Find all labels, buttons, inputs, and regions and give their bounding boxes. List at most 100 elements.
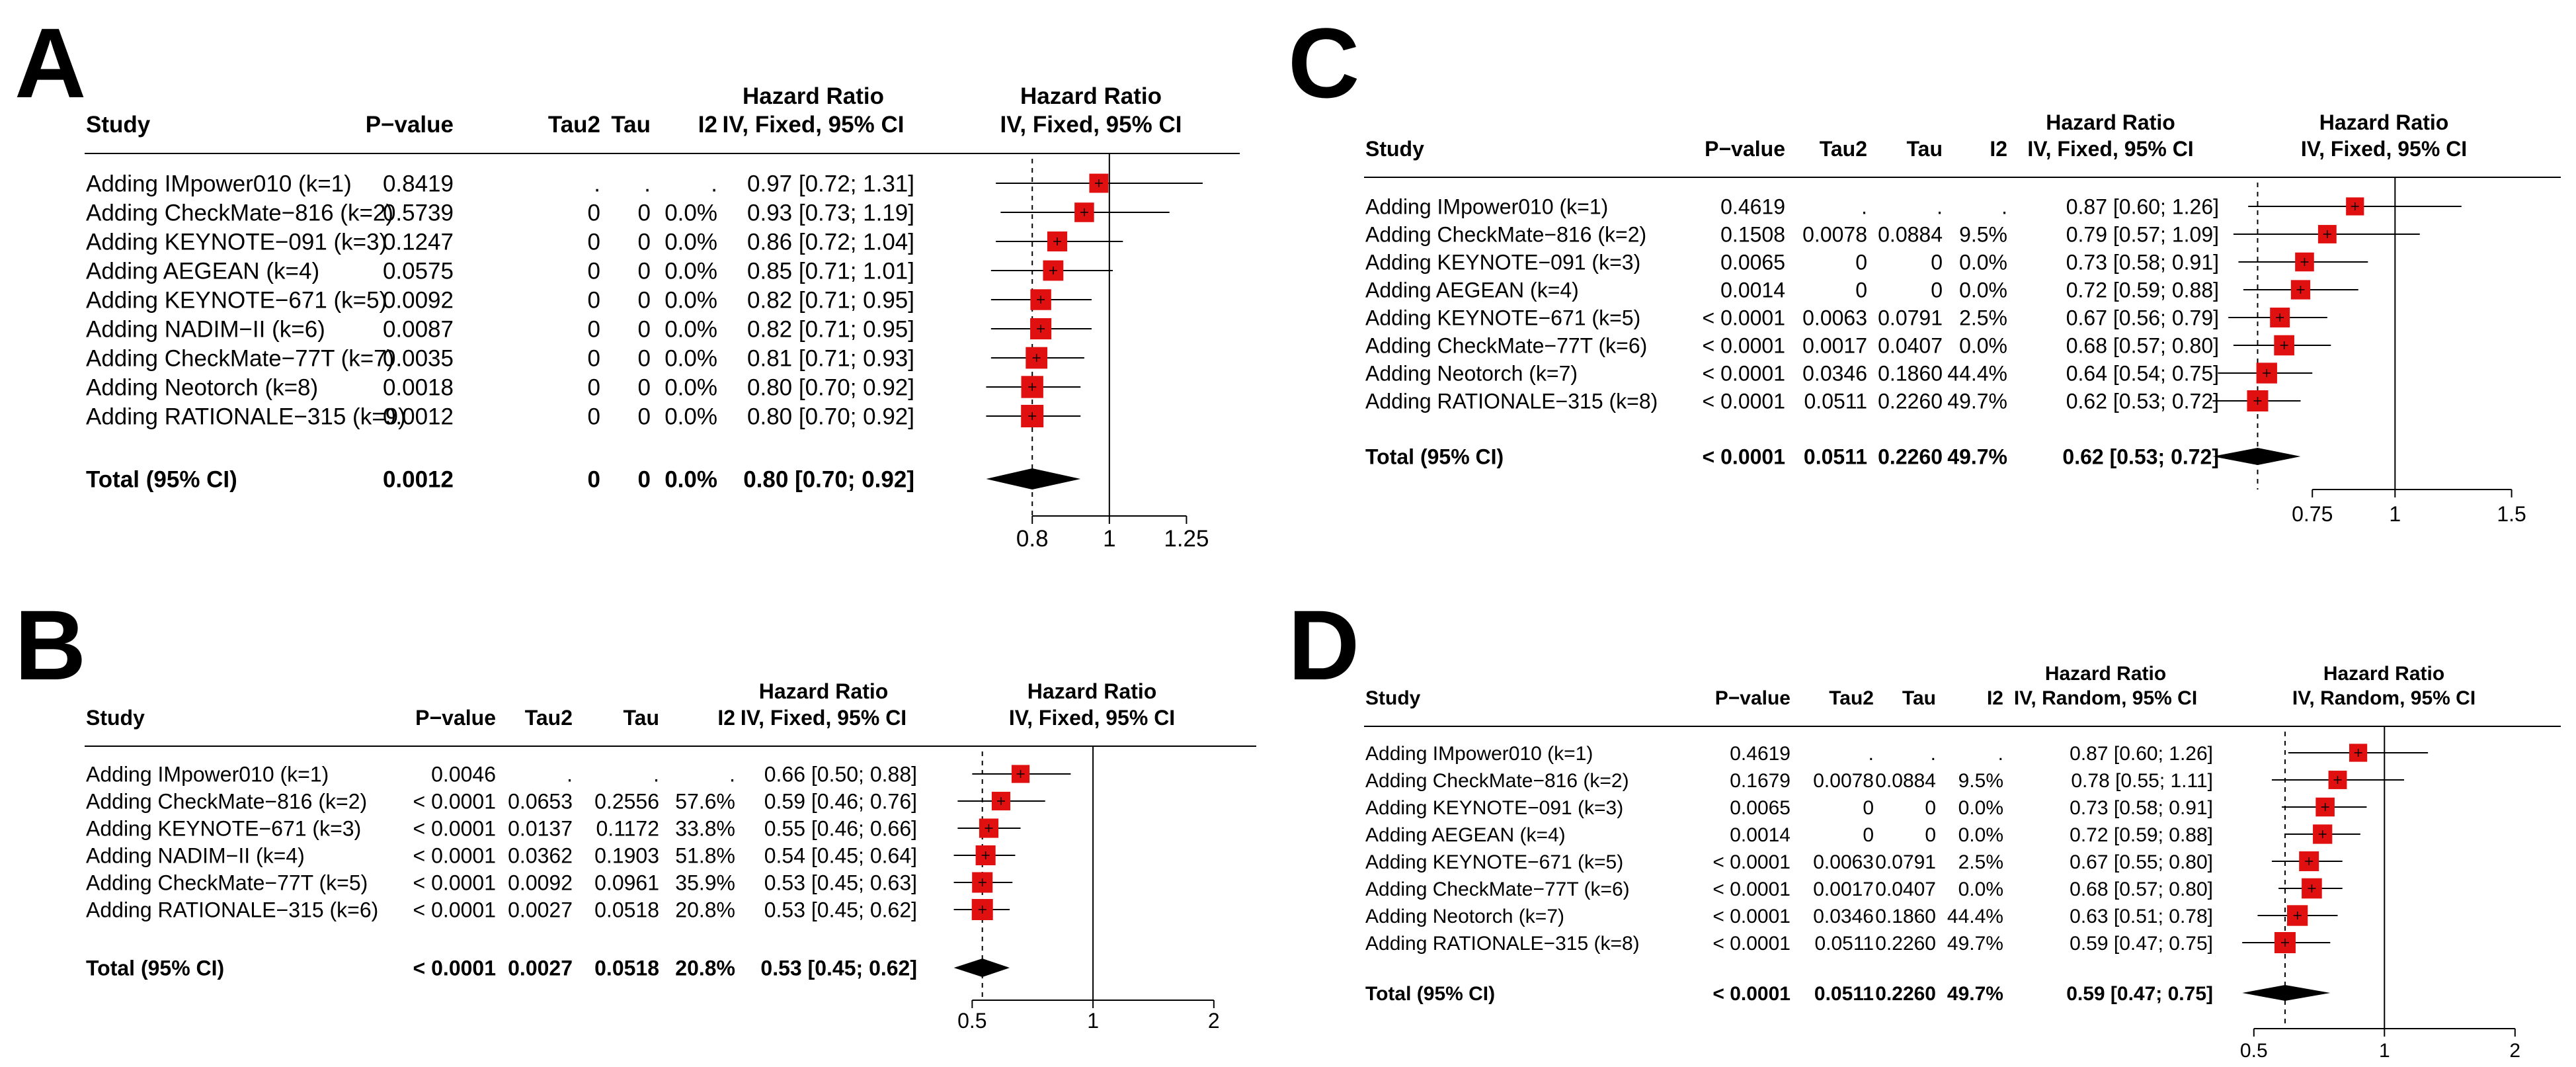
hr-ci-cell: 0.64 [0.54; 0.75] <box>2066 362 2219 386</box>
tau-cell: 0 <box>638 230 651 255</box>
tau-cell: 0.0961 <box>594 871 659 895</box>
pvalue-cell: 0.5739 <box>383 200 454 226</box>
tau2-cell: 0.0346 <box>1802 362 1867 386</box>
i2-cell: 0.0% <box>664 404 717 430</box>
hr-ci-cell: 0.55 [0.46; 0.66] <box>764 817 917 841</box>
hr-ci-cell: 0.86 [0.72; 1.04] <box>747 230 914 255</box>
i2-cell: 0.0% <box>1959 251 2007 275</box>
column-header-study: Study <box>86 112 151 138</box>
column-header-pvalue: P−value <box>1715 687 1791 709</box>
study-label: Adding Neotorch (k=8) <box>86 375 318 401</box>
tau-cell: 0.0791 <box>1878 306 1943 330</box>
hr-ci-cell: 0.72 [0.59; 0.88] <box>2066 278 2219 302</box>
hr-ci-cell: 0.73 [0.58; 0.91] <box>2066 251 2219 275</box>
i2-cell: 57.6% <box>675 790 735 814</box>
column-header-tau: Tau <box>611 112 651 138</box>
tau-cell: 0 <box>638 375 651 401</box>
hr-ci-cell: 0.68 [0.57; 0.80] <box>2066 334 2219 358</box>
i2-cell: 51.8% <box>675 844 735 868</box>
total-hr-ci: 0.59 [0.47; 0.75] <box>2066 983 2213 1005</box>
pvalue-cell: 0.0065 <box>1720 251 1785 275</box>
study-label: Adding KEYNOTE−091 (k=3) <box>1365 251 1640 275</box>
plot-header-hr-method: IV, Fixed, 95% CI <box>1009 706 1175 730</box>
tau-cell: 0 <box>1925 824 1936 846</box>
study-label: Adding RATIONALE−315 (k=9) <box>86 404 406 430</box>
x-tick-label: 2 <box>1208 1009 1220 1033</box>
column-header-study: Study <box>86 706 145 730</box>
column-header-i2: I2 <box>717 706 735 730</box>
i2-cell: 0.0% <box>1958 797 2003 819</box>
i2-cell: 2.5% <box>1958 851 2003 873</box>
x-tick-label: 1.5 <box>2497 502 2526 526</box>
tau2-cell: 0.0017 <box>1802 334 1867 358</box>
tau-cell: 0 <box>638 259 651 284</box>
study-label: Adding RATIONALE−315 (k=6) <box>86 898 378 922</box>
pvalue-cell: < 0.0001 <box>413 898 496 922</box>
column-header-hr-method: IV, Fixed, 95% CI <box>2027 137 2193 161</box>
tau2-cell: 0.0078 <box>1813 770 1874 792</box>
tau-cell: 0.1172 <box>596 817 660 841</box>
column-header-tau2: Tau2 <box>548 112 600 138</box>
study-label: Adding CheckMate−77T (k=6) <box>1365 334 1647 358</box>
x-tick-label: 1.25 <box>1164 526 1209 552</box>
tau-cell: 0.2556 <box>594 790 659 814</box>
tau-cell: . <box>1937 195 1943 219</box>
hr-ci-cell: 0.82 [0.71; 0.95] <box>747 288 914 314</box>
study-label: Adding CheckMate−816 (k=2) <box>86 200 393 226</box>
total-tau2: 0.0511 <box>1814 983 1874 1005</box>
pvalue-cell: < 0.0001 <box>1703 334 1785 358</box>
study-label: Adding CheckMate−816 (k=2) <box>1365 223 1646 247</box>
panel-letter-b: B <box>15 589 87 701</box>
total-tau: 0.0518 <box>594 957 659 980</box>
pvalue-cell: < 0.0001 <box>1712 933 1791 955</box>
i2-cell: 0.0% <box>664 259 717 284</box>
column-header-hr-title: Hazard Ratio <box>743 83 884 109</box>
i2-cell: 33.8% <box>675 817 735 841</box>
tau-cell: 0.0884 <box>1875 770 1936 792</box>
study-label: Adding IMpower010 (k=1) <box>1365 195 1608 219</box>
tau2-cell: 0.0511 <box>1814 933 1874 955</box>
tau2-cell: 0.0063 <box>1802 306 1867 330</box>
total-hr-ci: 0.80 [0.70; 0.92] <box>743 467 914 493</box>
tau-cell: 0 <box>1931 251 1943 275</box>
i2-cell: 44.4% <box>1947 362 2007 386</box>
x-tick-label: 1 <box>1087 1009 1099 1033</box>
study-label: Adding KEYNOTE−091 (k=3) <box>86 230 387 255</box>
total-pvalue: < 0.0001 <box>1712 983 1791 1005</box>
pvalue-cell: < 0.0001 <box>1712 906 1791 927</box>
pvalue-cell: 0.8419 <box>383 171 454 197</box>
total-pvalue: 0.0012 <box>383 467 454 493</box>
pvalue-cell: 0.0014 <box>1720 278 1785 302</box>
i2-cell: 9.5% <box>1959 223 2007 247</box>
tau-cell: 0.0518 <box>594 898 659 922</box>
pvalue-cell: 0.0018 <box>383 375 454 401</box>
study-label: Adding CheckMate−816 (k=2) <box>86 790 367 814</box>
pvalue-cell: 0.1679 <box>1730 770 1791 792</box>
column-header-study: Study <box>1365 687 1421 709</box>
total-tau2: 0 <box>588 467 600 493</box>
total-tau: 0 <box>638 467 651 493</box>
pvalue-cell: 0.0035 <box>383 346 454 372</box>
hr-ci-cell: 0.78 [0.55; 1.11] <box>2071 770 2213 792</box>
tau-cell: 0 <box>1931 278 1943 302</box>
panel-a: A Study P−value Tau2 Tau I2 Hazard Ratio IV, F… <box>0 0 1288 569</box>
i2-cell: 0.0% <box>1959 278 2007 302</box>
tau2-cell: 0 <box>588 317 600 343</box>
hr-ci-cell: 0.79 [0.57; 1.09] <box>2066 223 2219 247</box>
column-header-hr-method: IV, Fixed, 95% CI <box>723 112 905 138</box>
tau-cell: 0 <box>638 317 651 343</box>
column-header-tau2: Tau2 <box>525 706 573 730</box>
tau-cell: 0.0791 <box>1875 851 1936 873</box>
tau-cell: 0.0884 <box>1878 223 1943 247</box>
tau2-cell: 0 <box>1863 797 1874 819</box>
i2-cell: . <box>2001 195 2007 219</box>
plot-header-hr-method: IV, Fixed, 95% CI <box>2301 137 2467 161</box>
column-header-pvalue: P−value <box>1705 137 1785 161</box>
tau2-cell: 0.0511 <box>1804 390 1868 413</box>
tau-cell: 0 <box>638 404 651 430</box>
total-tau: 0.2260 <box>1875 983 1936 1005</box>
i2-cell: 0.0% <box>664 230 717 255</box>
i2-cell: 49.7% <box>1947 933 2003 955</box>
study-label: Adding RATIONALE−315 (k=8) <box>1365 933 1640 955</box>
